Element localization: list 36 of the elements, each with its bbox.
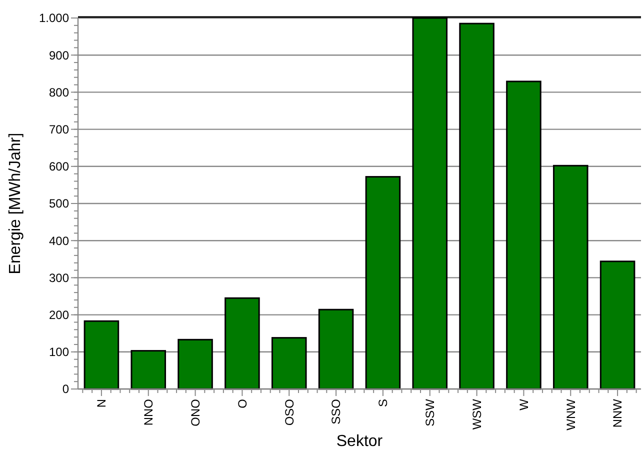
x-tick-label: N	[94, 399, 109, 408]
y-tick-label: 800	[48, 85, 70, 100]
bar	[459, 22, 494, 390]
y-tick-label: 300	[48, 270, 70, 285]
x-tick-label: NNW	[610, 398, 625, 428]
y-tick-label: 400	[48, 234, 70, 248]
bar	[130, 350, 166, 390]
x-tick-label: NNO	[142, 399, 156, 426]
bar	[84, 320, 120, 390]
y-tick-label: 600	[48, 160, 70, 174]
y-tick-label: 200	[48, 308, 70, 322]
x-tick-label: WNW	[564, 398, 578, 430]
bar	[365, 176, 401, 390]
bar	[506, 80, 542, 390]
y-tick-label: 900	[48, 48, 70, 62]
y-tick-label: 700	[48, 122, 70, 136]
y-tick-label: 0	[62, 382, 70, 396]
x-tick-label: WSW	[470, 398, 484, 430]
bar	[600, 260, 636, 390]
bar	[224, 297, 260, 390]
x-tick-label: S	[376, 399, 390, 408]
x-axis-title: Sektor	[336, 433, 384, 450]
y-tick-label: 1.000	[38, 11, 70, 26]
x-tick-label: W	[516, 398, 531, 410]
y-tick-label: 100	[48, 345, 70, 360]
x-tick-label: ONO	[188, 399, 202, 426]
bar	[318, 308, 354, 390]
bar	[552, 164, 588, 390]
y-axis-title: Energie [MWh/Jahr]	[7, 132, 24, 274]
x-tick-label: SSO	[329, 399, 344, 424]
bar	[178, 338, 213, 390]
y-tick-label: 500	[48, 196, 70, 211]
x-tick-label: OSO	[282, 399, 296, 426]
x-tick-label: SSW	[423, 398, 438, 426]
x-tick-label: O	[235, 399, 250, 408]
bar	[271, 337, 307, 390]
